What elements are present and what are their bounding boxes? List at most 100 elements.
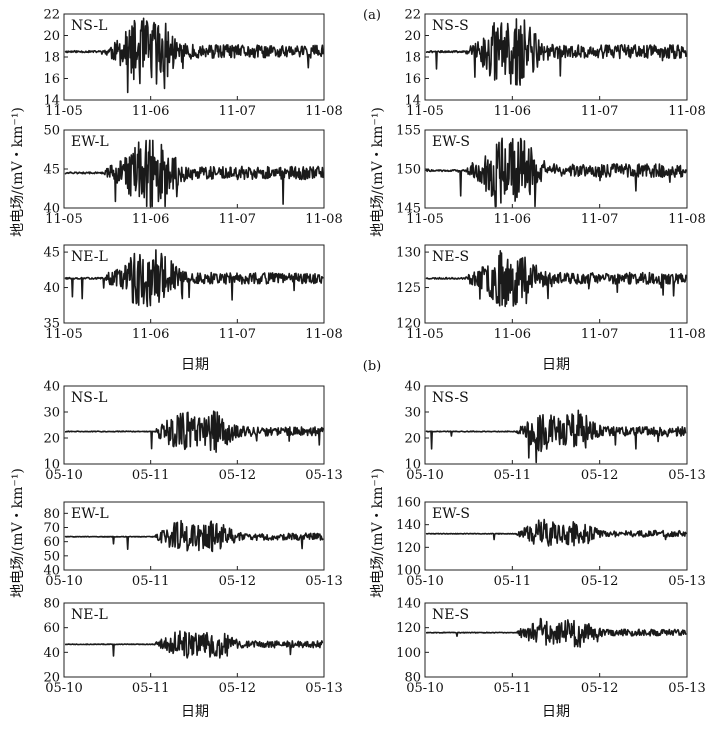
- y-tick-label: 40: [404, 380, 421, 395]
- panel-a-ns-l: 14 16 18 20 22 11-05 11-06 11-07 11-08 NS-L: [43, 8, 342, 120]
- panel-frame: [63, 385, 325, 465]
- x-axis-title-b-right: 日期: [542, 704, 570, 720]
- y-tick-label: 22: [404, 8, 421, 23]
- x-tick-label: 05-13: [305, 681, 342, 696]
- y-tick-label: 30: [43, 406, 60, 421]
- series-line: [64, 519, 324, 553]
- x-tick-label: 05-10: [406, 468, 443, 483]
- y-tick-label: 30: [404, 406, 421, 421]
- x-tick-label: 11-05: [406, 212, 443, 227]
- panel-title: NS-S: [432, 390, 469, 406]
- y-tick-label: 100: [396, 646, 421, 661]
- x-tick-label: 05-13: [305, 574, 342, 589]
- y-tick-label: 140: [396, 518, 421, 533]
- y-axis-title-a-right: 地电场/(mV・km⁻¹): [370, 107, 386, 237]
- y-tick-label: 50: [43, 549, 60, 564]
- x-tick-label: 11-05: [406, 327, 443, 342]
- panel-title: NE-L: [71, 249, 108, 265]
- y-tick-label: 20: [404, 432, 421, 447]
- panel-frame: [424, 602, 688, 678]
- x-tick-label: 05-11: [494, 681, 531, 696]
- x-tick-label: 05-10: [45, 574, 82, 589]
- y-tick-label: 120: [396, 541, 421, 556]
- y-tick-label: 100: [396, 564, 421, 579]
- x-tick-label: 11-08: [305, 104, 342, 119]
- x-tick-label: 05-12: [581, 468, 618, 483]
- panel-a-ne-l: 35 40 45 11-05 11-06 11-07 11-08 NE-L: [43, 244, 343, 342]
- section-a-label: (a): [363, 8, 381, 23]
- y-tick-label: 14: [43, 94, 60, 109]
- y-tick-label: 40: [43, 202, 60, 217]
- y-tick-label: 125: [396, 281, 421, 296]
- panel-title: EW-S: [432, 134, 470, 150]
- panel-frame: [424, 501, 688, 571]
- x-tick-label: 05-11: [132, 574, 169, 589]
- series-line: [425, 137, 687, 208]
- x-tick-label: 11-06: [132, 327, 169, 342]
- x-tick-label: 05-13: [668, 574, 705, 589]
- y-tick-label: 16: [43, 72, 60, 87]
- series-line: [64, 17, 324, 94]
- panel-a-ns-s: 14 16 18 20 22 11-05 11-06 11-07 11-08 NS-S: [404, 8, 705, 120]
- series-line: [425, 18, 687, 86]
- x-axis-title-b-left: 日期: [181, 704, 209, 720]
- y-tick-label: 150: [396, 163, 421, 178]
- x-tick-label: 05-11: [494, 468, 531, 483]
- x-tick-label: 05-12: [581, 574, 618, 589]
- y-tick-label: 40: [43, 646, 60, 661]
- panel-title: NS-L: [71, 390, 107, 406]
- y-tick-label: 40: [43, 380, 60, 395]
- panel-b-ns-l: 10 20 30 40 05-10 05-11 05-12 05-13 NS-L: [43, 380, 342, 484]
- y-tick-label: 35: [43, 317, 60, 332]
- y-axis-title-a-left: 地电场/(mV・km⁻¹): [10, 107, 26, 237]
- panel-title: NS-L: [71, 18, 107, 34]
- y-tick-label: 120: [396, 621, 421, 636]
- panel-b-ne-l: 20 40 60 80 05-10 05-11 05-12 05-13 NE-L: [43, 597, 342, 697]
- x-tick-label: 05-11: [132, 681, 169, 696]
- panel-title: EW-S: [432, 506, 470, 522]
- x-tick-label: 05-10: [45, 681, 82, 696]
- panel-title: NS-S: [432, 18, 469, 34]
- section-b-label: (b): [363, 359, 381, 374]
- panel-frame: [424, 385, 688, 465]
- y-tick-label: 60: [43, 535, 60, 550]
- y-axis-title-b-left: 地电场/(mV・km⁻¹): [10, 468, 26, 598]
- y-tick-label: 45: [43, 246, 60, 261]
- panel-b-ne-s: 80 100 120 140 05-10 05-11 05-12 05-13 NE-S: [396, 597, 706, 697]
- x-tick-label: 05-12: [219, 574, 256, 589]
- panel-title: NE-S: [432, 607, 469, 623]
- series-line: [64, 249, 324, 308]
- panel-title: EW-L: [71, 134, 109, 150]
- y-tick-label: 20: [43, 29, 60, 44]
- panel-title: NE-L: [71, 607, 108, 623]
- series-line: [425, 250, 687, 308]
- series-line: [64, 139, 324, 208]
- y-tick-label: 130: [396, 246, 421, 261]
- series-line: [64, 410, 324, 453]
- y-tick-label: 10: [43, 458, 60, 473]
- x-tick-label: 11-06: [494, 104, 531, 119]
- y-tick-label: 20: [43, 671, 60, 686]
- x-tick-label: 11-06: [132, 212, 169, 227]
- y-tick-label: 50: [43, 124, 60, 139]
- panel-frame: [63, 244, 325, 324]
- x-tick-label: 11-08: [668, 212, 705, 227]
- panel-a-ew-l: 40 45 50 11-05 11-06 11-07 11-08 EW-L: [43, 124, 342, 228]
- y-tick-label: 10: [404, 458, 421, 473]
- y-tick-label: 70: [43, 521, 60, 536]
- x-axis-title-a-right: 日期: [542, 357, 570, 373]
- series-line: [425, 518, 687, 547]
- x-tick-label: 05-13: [305, 468, 342, 483]
- x-tick-label: 11-06: [132, 104, 169, 119]
- x-tick-label: 05-13: [668, 681, 705, 696]
- panel-b-ns-s: 10 20 30 40 05-10 05-11 05-12 05-13 NS-S: [404, 380, 705, 484]
- y-tick-label: 45: [43, 163, 60, 178]
- panel-b-ew-s: 100 120 140 160 05-10 05-11 05-12 05-13 EW-S: [396, 496, 706, 590]
- x-tick-label: 11-05: [45, 327, 82, 342]
- y-axis-title-b-right: 地电场/(mV・km⁻¹): [370, 468, 386, 598]
- y-tick-label: 40: [43, 564, 60, 579]
- x-tick-label: 11-07: [219, 212, 256, 227]
- x-tick-label: 05-12: [581, 681, 618, 696]
